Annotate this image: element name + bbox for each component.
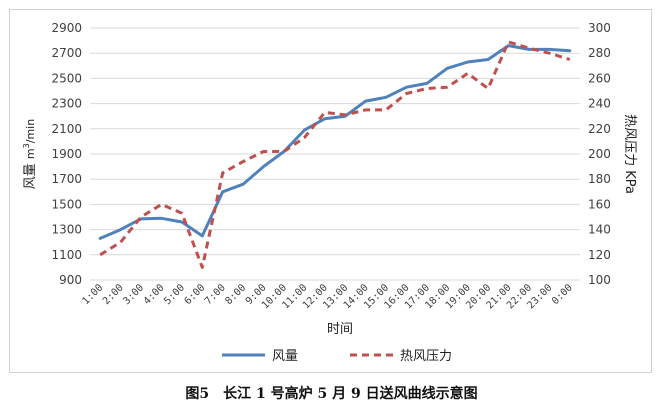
- legend-label-airflow: 风量: [272, 349, 298, 364]
- y-left-title-unit: m: [24, 148, 37, 159]
- y-right-tick-label: 160: [588, 197, 611, 211]
- x-axis-title: 时间: [327, 322, 353, 337]
- y-left-axis-title: 风量 m3/min: [22, 119, 38, 189]
- x-tick-label: 2:00: [101, 282, 126, 307]
- y-left-tick-label: 900: [59, 273, 82, 287]
- y-left-title-sup: 3: [22, 143, 31, 148]
- y-right-tick-label: 200: [588, 147, 611, 161]
- y-right-tick-label: 140: [588, 223, 611, 237]
- y-right-tick-label: 300: [588, 21, 611, 35]
- y-left-tick-label: 2100: [51, 122, 82, 136]
- y-left-tick-label: 1100: [51, 248, 82, 262]
- y-left-tick-label: 2500: [51, 71, 82, 85]
- x-tick-label: 1:00: [81, 282, 106, 307]
- y-right-tick-label: 240: [588, 97, 611, 111]
- y-left-title-main: 风量: [23, 159, 38, 189]
- x-tick-label: 0:00: [550, 282, 575, 307]
- y-right-tick-label: 220: [588, 122, 611, 136]
- y-left-tick-label: 1300: [51, 223, 82, 237]
- y-left-tick-label: 1500: [51, 197, 82, 211]
- x-tick-label: 5:00: [162, 282, 187, 307]
- y-left-tick-label: 2300: [51, 97, 82, 111]
- x-tick-label: 3:00: [121, 282, 146, 307]
- x-tick-label: 4:00: [142, 282, 167, 307]
- y-left-tick-label: 2900: [51, 21, 82, 35]
- series-line-pressure: [99, 40, 571, 269]
- y-right-axis-title: 热风压力 KPa: [622, 114, 637, 194]
- y-right-tick-label: 180: [588, 172, 611, 186]
- y-right-tick-label: 120: [588, 248, 611, 262]
- y-left-tick-label: 1900: [51, 147, 82, 161]
- x-tick-label: 8:00: [223, 282, 248, 307]
- x-tick-label: 6:00: [183, 282, 208, 307]
- legend-label-pressure: 热风压力: [400, 349, 452, 364]
- y-left-title-unit-rest: /min: [24, 119, 37, 143]
- y-left-tick-label: 2700: [51, 46, 82, 60]
- y-right-tick-label: 100: [588, 273, 611, 287]
- y-left-tick-label: 1700: [51, 172, 82, 186]
- chart-svg: 900 1100 1300 1500 1700 1900 2100 2300 2500 2700 2…: [22, 21, 637, 364]
- y-right-tick-label: 280: [588, 46, 611, 60]
- series-line-airflow: [98, 44, 572, 240]
- chart-frame: 900 1100 1300 1500 1700 1900 2100 2300 2500 2700 2…: [9, 9, 652, 373]
- x-tick-label: 7:00: [203, 282, 228, 307]
- figure-caption: 图5 长江 1 号高炉 5 月 9 日送风曲线示意图: [185, 386, 478, 402]
- y-right-tick-label: 260: [588, 71, 611, 85]
